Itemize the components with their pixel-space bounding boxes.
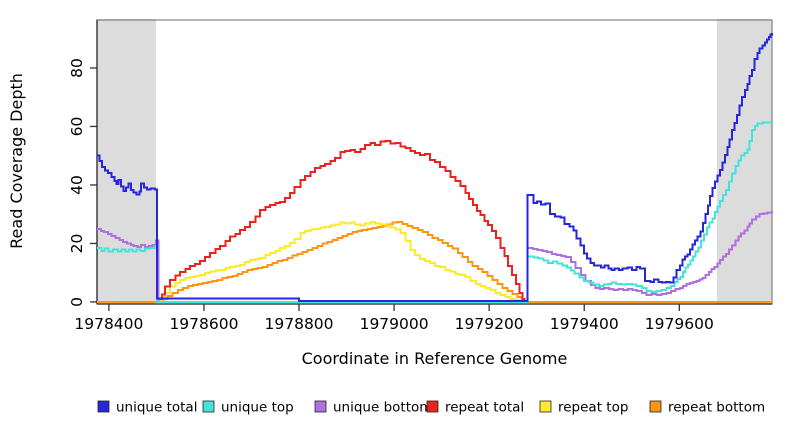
x-tick-label: 1979600 xyxy=(645,315,714,333)
legend-label: repeat total xyxy=(445,400,524,416)
series-line-repeat-top xyxy=(158,220,525,303)
legend-label: repeat top xyxy=(558,400,628,416)
x-tick-label: 1979200 xyxy=(455,315,524,333)
series-line-unique-total xyxy=(97,32,773,302)
legend-item-unique-bottom: unique bottom xyxy=(314,400,432,416)
legend-label: unique total xyxy=(116,400,197,416)
series-line-repeat-bottom xyxy=(97,220,772,303)
x-tick-label: 1979000 xyxy=(360,315,429,333)
y-axis-title: Read Coverage Depth xyxy=(7,73,26,249)
legend-item-unique-top: unique top xyxy=(202,400,294,416)
shaded-region-left-repeat-flank xyxy=(97,19,156,304)
y-tick-label: 60 xyxy=(68,117,86,137)
x-tick-label: 1979400 xyxy=(550,315,619,333)
legend-swatch-unique-bottom xyxy=(314,400,327,413)
legend-swatch-unique-total xyxy=(97,400,110,413)
x-tick-label: 1978400 xyxy=(74,315,143,333)
legend-item-repeat-top: repeat top xyxy=(539,400,628,416)
legend-swatch-repeat-total xyxy=(426,400,439,413)
series-line-repeat-total xyxy=(158,139,526,302)
legend-item-unique-total: unique total xyxy=(97,400,197,416)
series-line-unique-top xyxy=(97,121,773,303)
legend-swatch-unique-top xyxy=(202,400,215,413)
y-tick-label: 0 xyxy=(68,297,86,307)
y-tick-label: 40 xyxy=(68,175,86,195)
series-line-unique-bottom xyxy=(97,211,773,303)
x-axis-title: Coordinate in Reference Genome xyxy=(302,349,568,368)
y-tick-label: 20 xyxy=(68,234,86,254)
x-tick-label: 1978800 xyxy=(265,315,334,333)
legend-label: unique bottom xyxy=(333,400,432,416)
legend-swatch-repeat-bottom xyxy=(649,400,662,413)
legend-label: unique top xyxy=(221,400,294,416)
legend-label: repeat bottom xyxy=(668,400,765,416)
legend-item-repeat-total: repeat total xyxy=(426,400,524,416)
legend-item-repeat-bottom: repeat bottom xyxy=(649,400,765,416)
legend-swatch-repeat-top xyxy=(539,400,552,413)
y-tick-label: 80 xyxy=(68,58,86,78)
x-tick-label: 1978600 xyxy=(169,315,238,333)
